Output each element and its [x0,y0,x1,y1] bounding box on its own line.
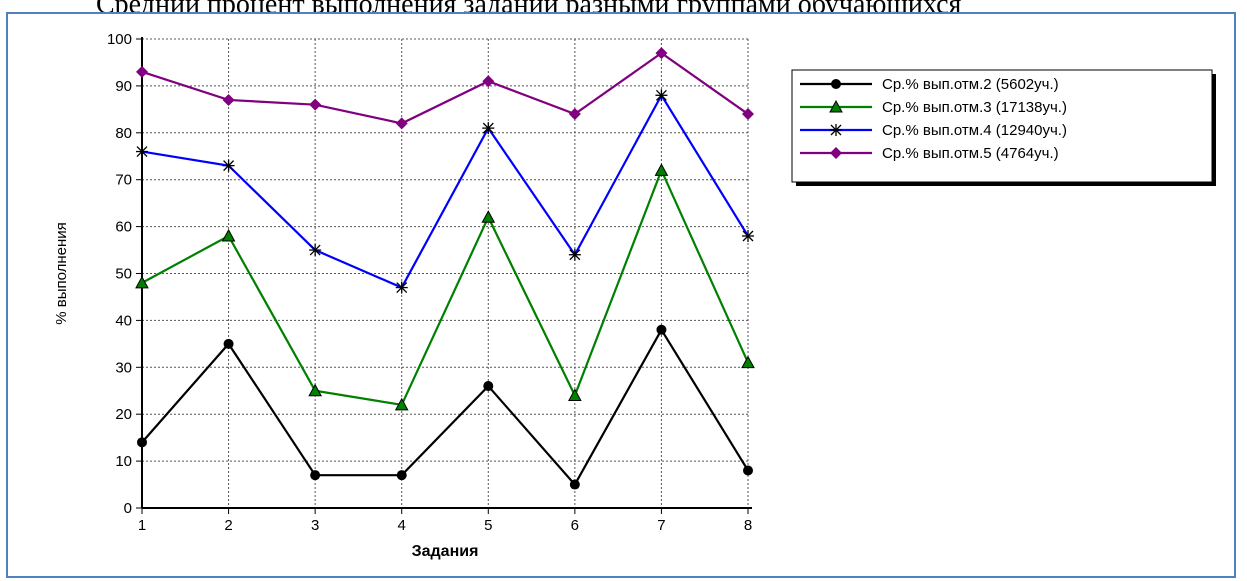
series-3 [136,89,754,294]
y-tick-label: 90 [115,78,132,95]
x-axis-label: Задания [412,543,479,560]
marker-star-stroke [482,122,494,134]
x-tick-label: 4 [398,517,406,534]
marker-diamond [830,147,842,159]
grid-lines [142,38,749,508]
marker-star-stroke [742,230,754,242]
legend-box [791,69,1213,183]
marker-diamond [568,108,581,121]
marker-circle [137,437,147,448]
marker-circle [831,79,841,89]
marker-star [568,248,581,261]
legend-item: Ср.% вып.отм.5 (4764уч.) [800,145,1059,162]
y-tick-label: 50 [115,266,132,283]
marker-circle [396,470,407,481]
marker-triangle [568,388,582,401]
marker-star [655,89,668,102]
marker-diamond [482,75,495,88]
marker-circle [483,381,494,392]
x-tick-label: 5 [484,517,492,534]
marker-triangle [481,210,496,223]
series-4 [136,47,754,130]
x-tick-label: 6 [571,517,579,534]
marker-diamond [309,98,322,111]
marker-star [309,244,322,257]
y-tick-label: 70 [115,172,132,189]
marker-circle [223,338,234,349]
y-tick-label: 40 [115,312,132,329]
axes [136,37,752,514]
marker-diamond [395,117,408,130]
series-line [141,327,749,487]
series-line [141,93,749,289]
marker-diamond [742,108,754,121]
legend-label: Ср.% вып.отм.2 (5602уч.) [882,76,1059,93]
marker-star [222,159,235,172]
y-tick-label: 60 [115,219,132,236]
marker-star-stroke [569,249,581,261]
marker-star [482,122,495,135]
marker-star-stroke [223,160,235,172]
x-tick-label: 8 [744,517,752,534]
marker-diamond [222,93,235,106]
marker-star-stroke [655,89,667,101]
marker-triangle [308,383,322,397]
marker-circle [569,479,580,490]
marker-diamond [655,47,668,60]
marker-circle [743,465,753,476]
legend: Ср.% вып.отм.2 (5602уч.) Ср.% вып.отм.3 (… [791,69,1216,186]
y-tick-label: 20 [115,406,132,423]
marker-circle [656,324,667,335]
marker-circle [310,470,321,481]
legend-item: Ср.% вып.отм.2 (5602уч.) [800,76,1059,93]
series-line [141,167,750,407]
marker-star [830,124,842,136]
y-tick-label: 0 [124,500,132,517]
y-tick-label: 30 [115,359,132,376]
x-tick-label: 7 [657,517,665,534]
marker-star-stroke [309,244,321,256]
legend-item: Ср.% вып.отм.3 (17138уч.) [800,99,1067,116]
legend-label: Ср.% вып.отм.4 (12940уч.) [882,122,1067,139]
marker-triangle [394,397,409,411]
x-tick-label: 3 [311,517,319,534]
marker-star [395,281,408,294]
marker-star-stroke [396,282,408,294]
marker-triangle [221,228,236,242]
series-1 [137,324,753,490]
legend-item: Ср.% вып.отм.4 (12940уч.) [800,122,1067,139]
y-tick-label: 80 [115,125,132,142]
marker-star [136,145,148,158]
y-axis-label: % выполнения [53,222,70,325]
marker-star-stroke [136,146,148,158]
y-tick-label: 100 [107,31,132,48]
legend-label: Ср.% вып.отм.3 (17138уч.) [882,99,1067,116]
x-tick-labels: 1 2 3 4 5 6 7 8 [138,517,752,534]
y-tick-label: 10 [115,453,132,470]
marker-triangle [135,275,149,289]
marker-star-stroke [830,124,842,136]
x-tick-label: 1 [138,517,146,534]
y-tick-labels: 0 10 20 30 40 50 60 70 80 90 100 [107,31,132,517]
marker-diamond [136,65,148,78]
legend-label: Ср.% вып.отм.5 (4764уч.) [882,145,1059,162]
series-lines [135,47,755,490]
series-line [141,51,749,125]
series-2 [135,163,755,411]
x-tick-label: 2 [224,517,232,534]
marker-triangle [741,355,755,369]
marker-triangle [829,99,843,113]
marker-triangle [654,163,669,176]
marker-star [742,229,754,242]
